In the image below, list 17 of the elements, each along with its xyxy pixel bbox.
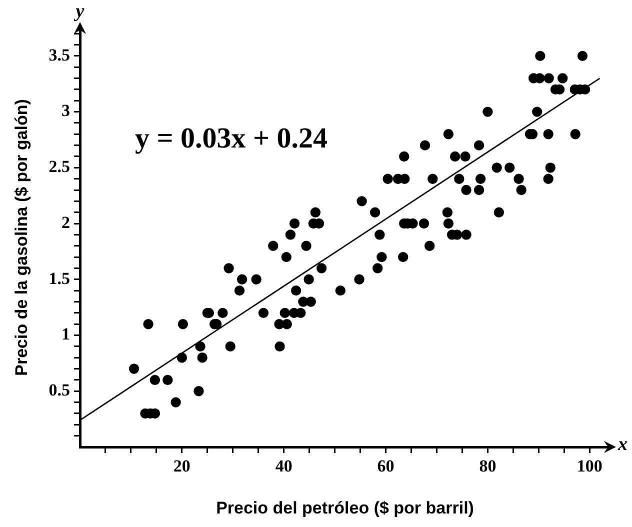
x-tick-label: 100 <box>576 456 602 476</box>
x-axis-title: Precio del petróleo ($ por barril) <box>216 498 474 518</box>
y-tick-label: 2 <box>62 212 70 232</box>
x-tick-label: 20 <box>173 456 190 476</box>
y-tick-label: 2.5 <box>48 157 70 176</box>
x-tick-label: 60 <box>377 456 394 476</box>
text: y <box>74 0 85 22</box>
text: x <box>617 434 628 455</box>
annotation: y = 0.03x + 0.24 <box>135 122 328 154</box>
y-tick-label: 1.5 <box>48 268 70 288</box>
y-tick-label: 0.5 <box>48 380 70 400</box>
y-tick-label: 1 <box>62 324 70 344</box>
x-tick-label: 40 <box>275 456 292 476</box>
y-axis-title: Precio de la gasolina ($ por galón) <box>12 99 31 376</box>
x-tick-label: 80 <box>479 456 496 476</box>
y-tick-label: 3 <box>62 101 70 120</box>
y-tick-label: 3.5 <box>48 45 70 64</box>
